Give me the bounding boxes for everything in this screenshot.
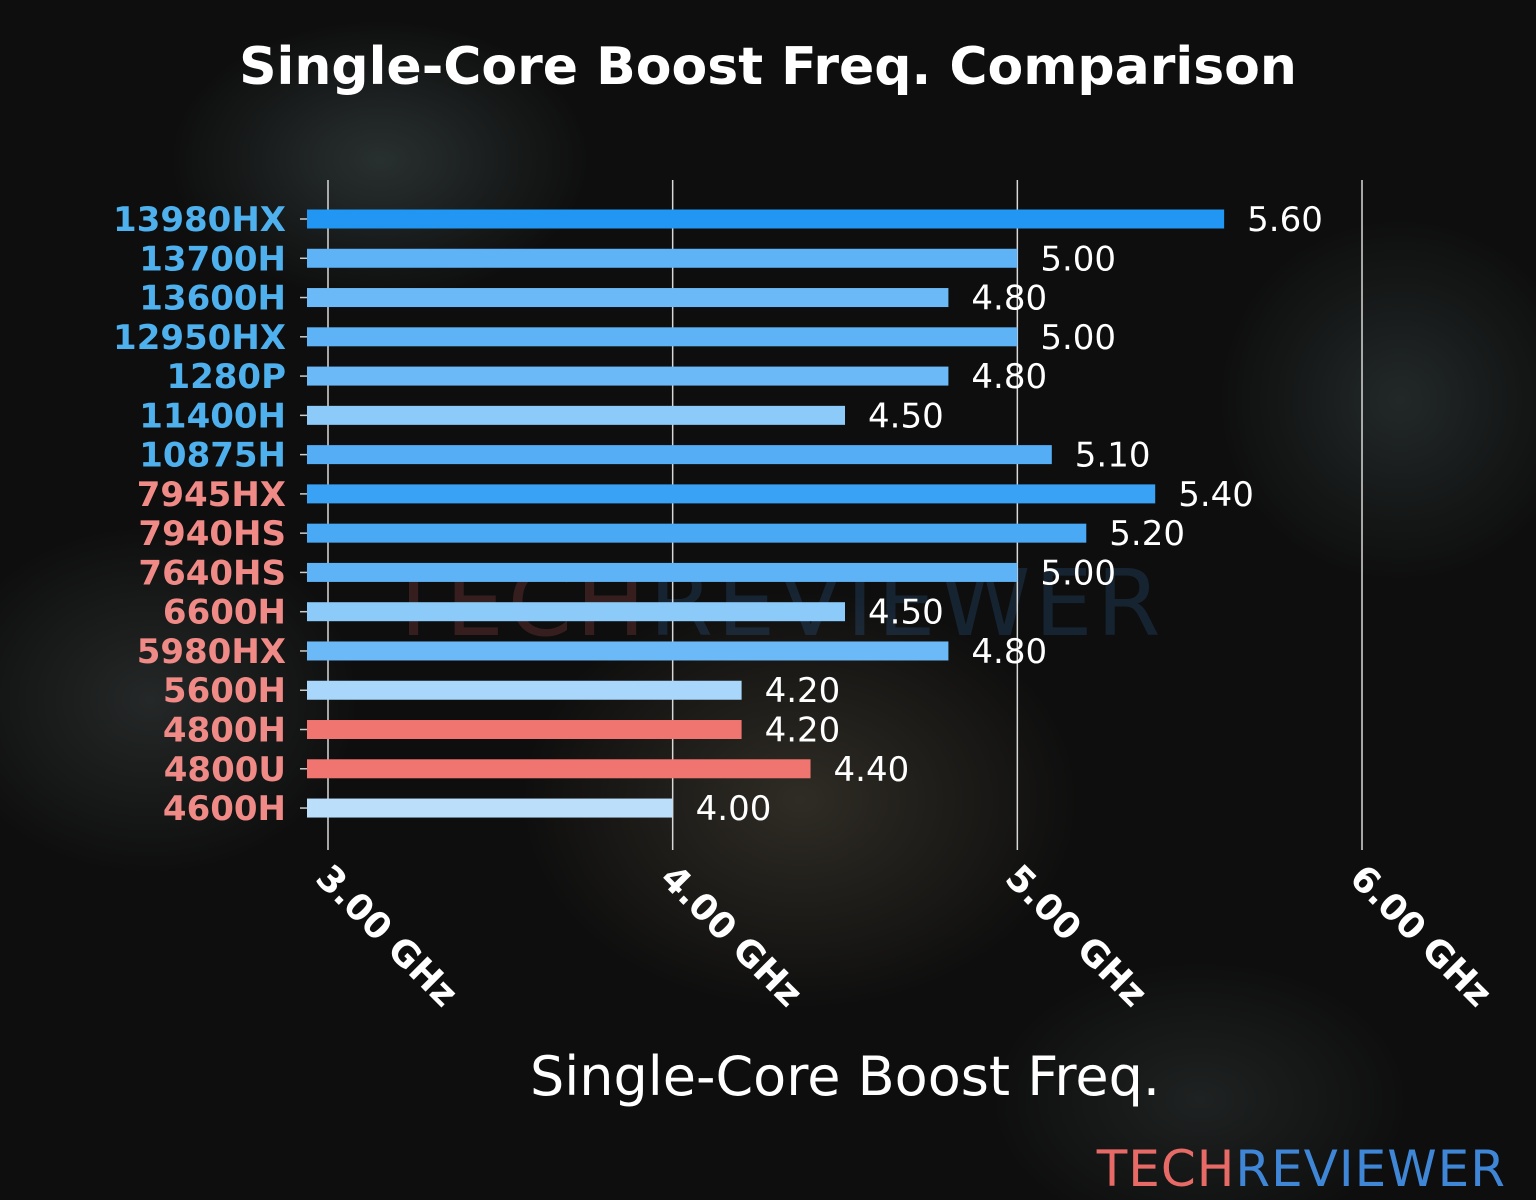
bar — [307, 562, 1018, 582]
bar — [307, 209, 1225, 229]
value-label: 4.00 — [696, 789, 772, 829]
category-label: 10875H — [139, 436, 286, 476]
value-label: 4.80 — [971, 632, 1047, 672]
chart-title: Single-Core Boost Freq. Comparison — [239, 37, 1297, 97]
x-tick-label: 5.00 GHz — [997, 857, 1155, 1015]
x-axis-label: Single-Core Boost Freq. — [530, 1045, 1160, 1108]
category-label: 11400H — [139, 396, 286, 436]
value-label: 4.80 — [971, 279, 1047, 319]
bar — [307, 248, 1018, 268]
bar — [307, 523, 1087, 543]
category-label: 13700H — [139, 239, 286, 279]
logo-part-tech: TECH — [1096, 1140, 1236, 1198]
bar — [307, 445, 1052, 465]
bar — [307, 641, 949, 661]
value-label: 4.20 — [765, 671, 841, 711]
category-label: 13600H — [139, 279, 286, 319]
bar — [307, 798, 673, 818]
category-label: 7940HS — [138, 514, 286, 554]
bar — [307, 602, 846, 622]
x-tick-label: 4.00 GHz — [652, 857, 810, 1015]
value-label: 5.00 — [1040, 239, 1116, 279]
bar — [307, 720, 742, 740]
category-label: 7640HS — [138, 553, 286, 593]
bar — [307, 759, 811, 779]
category-label: 4800U — [164, 750, 286, 790]
category-label: 4800H — [163, 711, 286, 751]
value-label: 5.00 — [1040, 553, 1116, 593]
category-label: 1280P — [166, 357, 286, 397]
bar — [307, 405, 846, 425]
value-label: 5.40 — [1178, 475, 1254, 515]
x-tick-label: 6.00 GHz — [1342, 857, 1500, 1015]
category-label: 12950HX — [113, 318, 286, 358]
category-label: 13980HX — [113, 200, 286, 240]
value-label: 4.50 — [868, 396, 944, 436]
bar — [307, 327, 1018, 347]
bar — [307, 288, 949, 308]
techreviewer-logo: TECHREVIEWER — [1096, 1140, 1506, 1198]
category-label: 5600H — [163, 671, 286, 711]
value-label: 4.40 — [834, 750, 910, 790]
category-label: 6600H — [163, 593, 286, 633]
category-label: 4600H — [163, 789, 286, 829]
x-tick-label: 3.00 GHz — [308, 857, 466, 1015]
value-label: 4.20 — [765, 711, 841, 751]
bar — [307, 366, 949, 386]
value-label: 4.80 — [971, 357, 1047, 397]
svg-text:TECHREVIEWER: TECHREVIEWER — [1096, 1140, 1506, 1198]
bar — [307, 680, 742, 700]
category-label: 5980HX — [137, 632, 286, 672]
value-label: 4.50 — [868, 593, 944, 633]
value-label: 5.20 — [1109, 514, 1185, 554]
logo-part-reviewer: REVIEWER — [1235, 1140, 1506, 1198]
value-label: 5.00 — [1040, 318, 1116, 358]
value-label: 5.10 — [1075, 436, 1151, 476]
value-label: 5.60 — [1247, 200, 1323, 240]
category-label: 7945HX — [137, 475, 286, 515]
bar — [307, 484, 1156, 504]
